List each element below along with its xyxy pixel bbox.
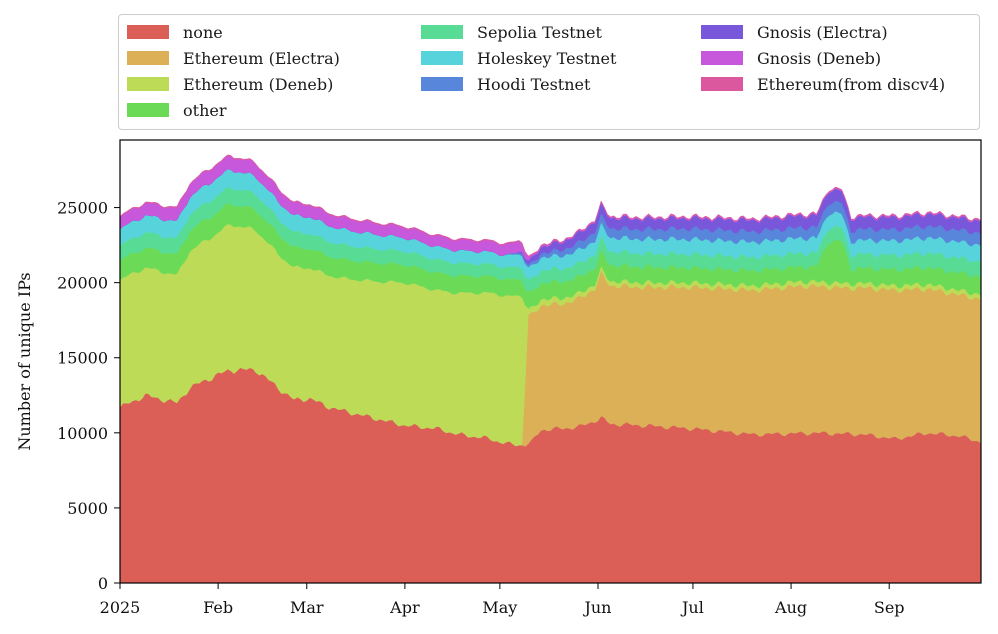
legend-swatch xyxy=(127,77,169,91)
legend-label: Hoodi Testnet xyxy=(477,74,591,94)
legend-swatch xyxy=(701,51,743,65)
legend-label: Ethereum (Electra) xyxy=(183,48,340,68)
legend-label: other xyxy=(183,100,227,120)
legend-item: Gnosis (Electra) xyxy=(701,21,888,43)
x-tick-label: Jul xyxy=(680,598,704,617)
area-layer xyxy=(119,154,982,584)
legend-label: Ethereum (Deneb) xyxy=(183,74,334,94)
x-tick-label: Aug xyxy=(774,598,807,617)
y-tick-label: 5000 xyxy=(67,499,108,518)
y-tick-label: 0 xyxy=(98,574,108,593)
legend-swatch xyxy=(127,51,169,65)
legend-item: Ethereum(from discv4) xyxy=(701,73,945,95)
legend-label: Sepolia Testnet xyxy=(477,22,602,42)
x-tick-label: May xyxy=(482,598,517,617)
legend-item: Ethereum (Electra) xyxy=(127,47,340,69)
legend-item: Gnosis (Deneb) xyxy=(701,47,881,69)
x-axis: 2025 Feb Mar Apr May Jun Jul Aug Sep xyxy=(100,583,905,617)
y-axis: 0 5000 10000 15000 20000 25000 xyxy=(57,199,120,593)
legend-label: Gnosis (Electra) xyxy=(757,22,888,42)
legend-swatch xyxy=(421,77,463,91)
legend-swatch xyxy=(421,51,463,65)
x-tick-label: 2025 xyxy=(100,598,141,617)
x-tick-label: Sep xyxy=(874,598,905,617)
y-tick-label: 15000 xyxy=(57,349,108,368)
legend-label: Gnosis (Deneb) xyxy=(757,48,882,68)
legend-item: Hoodi Testnet xyxy=(421,73,590,95)
legend-label: Holeskey Testnet xyxy=(477,48,617,68)
legend-label: none xyxy=(183,22,223,42)
legend-item: none xyxy=(127,21,223,43)
x-tick-label: Jun xyxy=(582,598,611,617)
legend-item: Ethereum (Deneb) xyxy=(127,73,333,95)
legend-item: other xyxy=(127,99,226,121)
x-tick-label: Feb xyxy=(203,598,233,617)
legend-swatch xyxy=(421,25,463,39)
legend-swatch xyxy=(701,25,743,39)
plot-frame xyxy=(119,139,982,584)
legend-item: Sepolia Testnet xyxy=(421,21,602,43)
y-tick-label: 20000 xyxy=(57,274,108,293)
y-tick-label: 25000 xyxy=(57,199,108,218)
legend-swatch xyxy=(127,103,169,117)
legend: none Ethereum (Electra) Ethereum (Deneb) ot… xyxy=(118,14,980,130)
legend-swatch xyxy=(127,25,169,39)
x-tick-label: Apr xyxy=(389,598,420,617)
x-tick-label: Mar xyxy=(290,598,324,617)
legend-swatch xyxy=(701,77,743,91)
legend-label: Ethereum(from discv4) xyxy=(757,74,946,94)
y-tick-label: 10000 xyxy=(57,424,108,443)
legend-item: Holeskey Testnet xyxy=(421,47,616,69)
y-axis-label: Number of unique IPs xyxy=(15,272,34,450)
